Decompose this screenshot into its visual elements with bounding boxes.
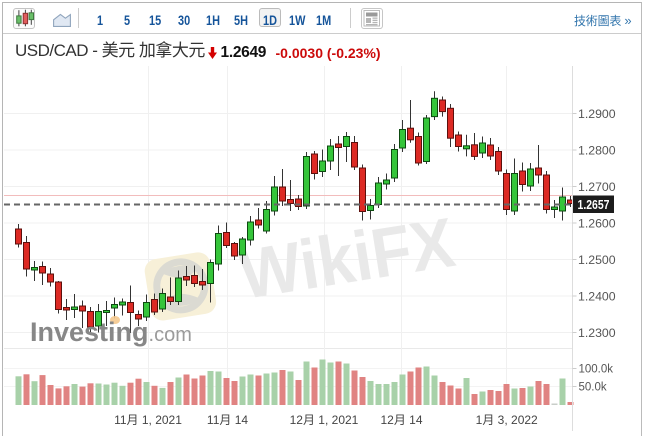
svg-text:1月 3, 2022: 1月 3, 2022 bbox=[476, 413, 538, 427]
svg-text:11月 1, 2021: 11月 1, 2021 bbox=[114, 413, 182, 427]
svg-text:1.2900: 1.2900 bbox=[578, 107, 616, 121]
svg-text:11月 14: 11月 14 bbox=[207, 413, 248, 427]
svg-text:1.2300: 1.2300 bbox=[578, 326, 616, 340]
svg-text:1.2800: 1.2800 bbox=[578, 143, 616, 157]
svg-text:1.2500: 1.2500 bbox=[578, 253, 616, 267]
svg-text:50.0k: 50.0k bbox=[579, 382, 607, 394]
svg-text:100.0k: 100.0k bbox=[579, 364, 614, 376]
svg-text:12月 1, 2021: 12月 1, 2021 bbox=[290, 413, 359, 427]
svg-text:1.2400: 1.2400 bbox=[578, 289, 616, 303]
svg-text:1.2600: 1.2600 bbox=[578, 216, 616, 230]
svg-text:1.2657: 1.2657 bbox=[578, 197, 610, 212]
svg-text:Investing.com: Investing.com bbox=[30, 317, 192, 347]
svg-text:1.2700: 1.2700 bbox=[578, 180, 616, 194]
svg-text:12月 14: 12月 14 bbox=[380, 413, 422, 427]
